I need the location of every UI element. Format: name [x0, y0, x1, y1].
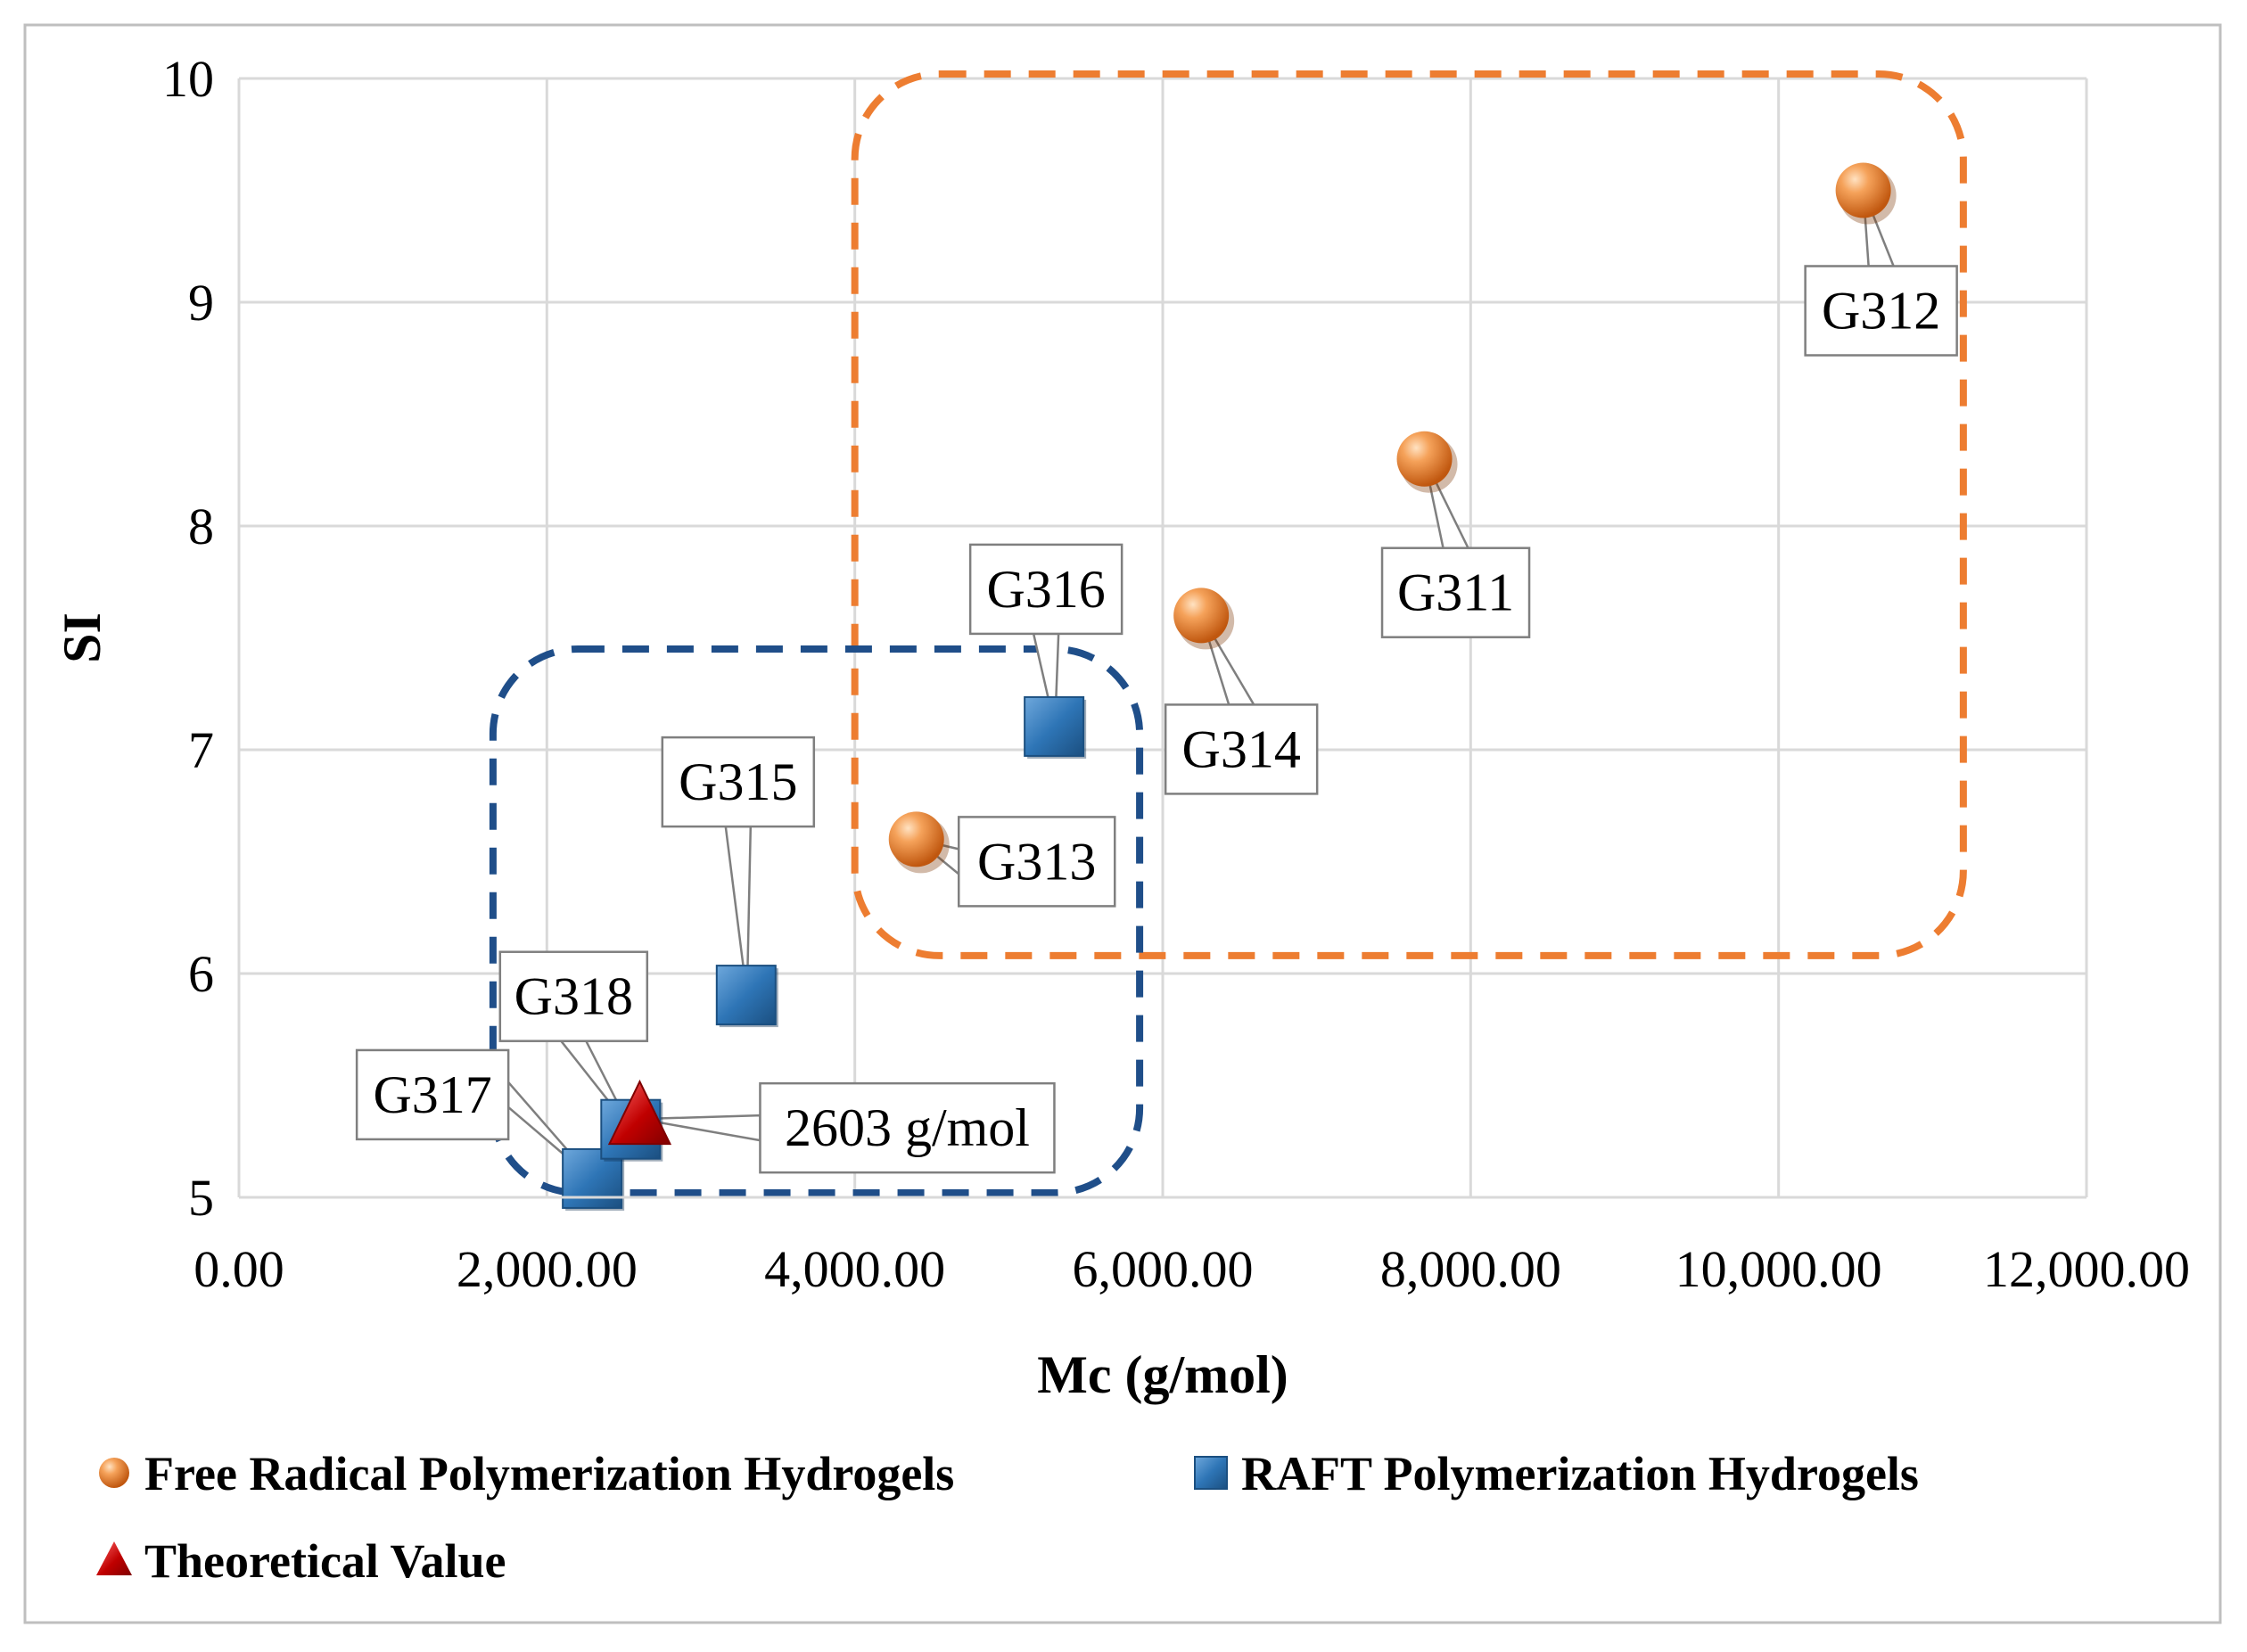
y-tick-label: 10: [162, 50, 214, 108]
point-label: G315: [679, 752, 797, 811]
point-label: G311: [1397, 563, 1514, 622]
free-radical-point[interactable]: [1835, 162, 1891, 218]
y-tick-label: 6: [188, 945, 214, 1003]
point-label: 2603 g/mol: [785, 1098, 1030, 1157]
y-axis-title: SI: [53, 612, 111, 663]
point-label: G314: [1181, 719, 1300, 778]
callout-box: [1380, 547, 1531, 638]
free-radical-point[interactable]: [888, 811, 944, 867]
point-label: G313: [977, 832, 1096, 891]
legend-label: Free Radical Polymerization Hydrogels: [144, 1447, 954, 1500]
callout-box: [661, 736, 816, 828]
y-tick-label: 9: [188, 274, 214, 332]
point-label: G312: [1822, 282, 1940, 341]
callout-box: [498, 950, 649, 1042]
free-radical-point[interactable]: [1173, 588, 1230, 644]
point-label: G318: [514, 967, 633, 1026]
raft-point[interactable]: [1024, 695, 1085, 757]
callout-box: [957, 816, 1116, 908]
raft-point[interactable]: [715, 965, 777, 1026]
x-tick-label: 2,000.00: [457, 1240, 638, 1298]
y-tick-label: 5: [188, 1169, 214, 1227]
x-tick-label: 0.00: [193, 1240, 284, 1298]
y-tick-label: 8: [188, 497, 214, 555]
x-tick-label: 4,000.00: [764, 1240, 945, 1298]
legend-label: RAFT Polymerization Hydrogels: [1241, 1447, 1919, 1500]
raft-region: [489, 645, 1144, 1196]
callout-box: [759, 1081, 1056, 1174]
callout-box: [1804, 265, 1958, 357]
x-tick-label: 8,000.00: [1380, 1240, 1561, 1298]
callout-box: [355, 1048, 510, 1141]
y-tick-label: 7: [188, 721, 214, 779]
x-tick-label: 12,000.00: [1983, 1240, 2190, 1298]
legend-marker-free-radical: [99, 1458, 129, 1488]
callout-box: [1164, 703, 1319, 795]
x-tick-label: 10,000.00: [1675, 1240, 1882, 1298]
free-radical-point[interactable]: [1396, 431, 1453, 487]
point-label: G316: [986, 560, 1105, 619]
x-tick-label: 6,000.00: [1073, 1240, 1254, 1298]
legend-label: Theoretical Value: [144, 1534, 506, 1588]
legend-marker-theoretical: [96, 1541, 132, 1575]
chart-frame: [23, 23, 2222, 1624]
theoretical-point[interactable]: [607, 1079, 672, 1146]
x-axis-title: Mc (g/mol): [1037, 1345, 1288, 1404]
free-radical-region: [851, 70, 1967, 959]
point-label: G317: [373, 1065, 491, 1124]
legend-marker-raft: [1194, 1456, 1228, 1490]
callout-box: [968, 543, 1124, 636]
